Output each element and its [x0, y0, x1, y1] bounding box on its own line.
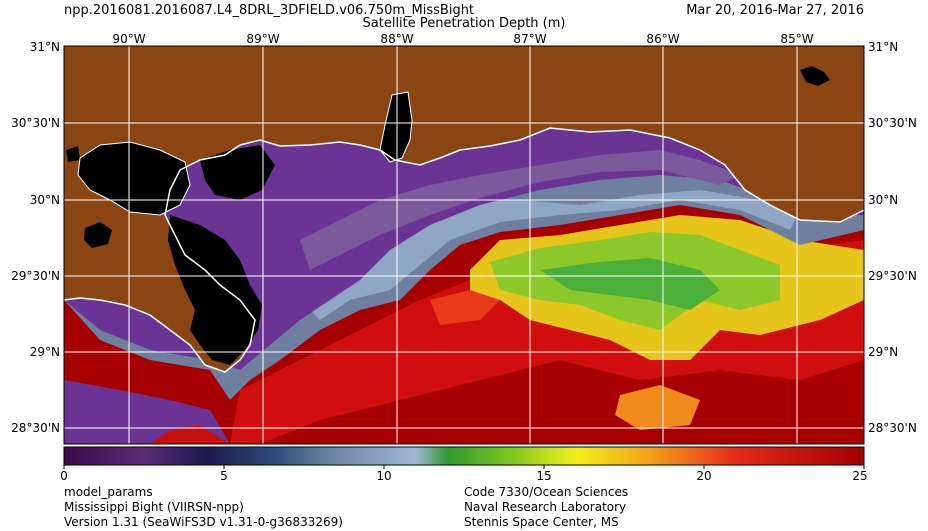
- lon-label: 86°W: [646, 32, 680, 46]
- lat-label-right: 30°30'N: [868, 116, 917, 130]
- lon-label: 85°W: [780, 32, 814, 46]
- colorbar-tick-label: 5: [220, 469, 228, 483]
- footer-region: Mississippi Bight (VIIRSN-npp): [64, 500, 244, 514]
- lon-label: 90°W: [112, 32, 146, 46]
- colorbar: [63, 446, 865, 466]
- colorbar-tick-label: 20: [696, 469, 712, 483]
- footer-location: Stennis Space Center, MS: [464, 515, 619, 529]
- colorbar-tick-label: 0: [60, 469, 68, 483]
- filename-title: npp.2016081.2016087.L4_8DRL_3DFIELD.v06.…: [64, 3, 475, 18]
- colorbar-tick-label: 10: [376, 469, 392, 483]
- lon-label: 88°W: [380, 32, 414, 46]
- footer-code: Code 7330/Ocean Sciences: [464, 485, 629, 499]
- date-range: Mar 20, 2016-Mar 27, 2016: [686, 3, 864, 18]
- lat-label-right: 28°30'N: [868, 421, 917, 435]
- lon-label: 87°W: [513, 32, 547, 46]
- lat-label-left: 30°30'N: [11, 116, 60, 130]
- footer-model-params: model_params: [64, 485, 153, 499]
- map-frame: [63, 45, 865, 445]
- lat-label-left: 30°N: [29, 193, 60, 207]
- footer-version: Version 1.31 (SeaWiFS3D v1.31-0-g3683326…: [64, 515, 343, 529]
- colorbar-tick-label: 15: [536, 469, 552, 483]
- lon-label: 89°W: [246, 32, 280, 46]
- map-raster: [64, 46, 864, 444]
- lat-label-right: 29°N: [868, 345, 899, 359]
- lat-label-left: 28°30'N: [11, 421, 60, 435]
- lat-label-left: 31°N: [29, 40, 60, 54]
- lat-label-right: 30°N: [868, 193, 899, 207]
- lat-label-left: 29°N: [29, 345, 60, 359]
- colorbar-tick-label: 25: [852, 469, 868, 483]
- footer-lab: Naval Research Laboratory: [464, 500, 627, 514]
- colorbar-ticks: [63, 465, 865, 469]
- lat-label-left: 29°30'N: [11, 269, 60, 283]
- lat-label-right: 31°N: [868, 40, 899, 54]
- graticule: [64, 46, 864, 444]
- product-title: Satellite Penetration Depth (m): [362, 16, 566, 31]
- lat-label-right: 29°30'N: [868, 269, 917, 283]
